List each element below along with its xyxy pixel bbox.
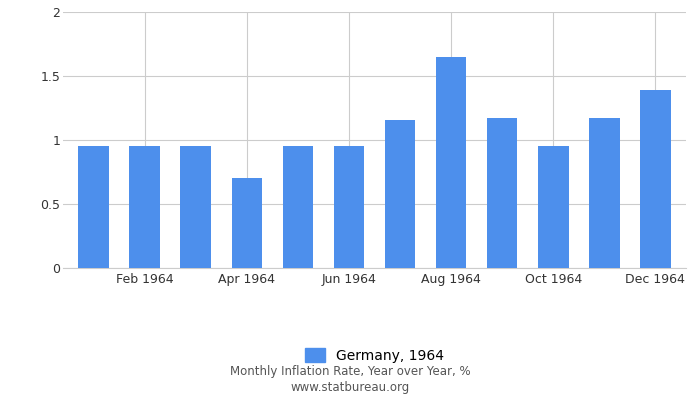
Bar [436, 57, 466, 268]
Bar [232, 178, 262, 268]
Text: Monthly Inflation Rate, Year over Year, %: Monthly Inflation Rate, Year over Year, … [230, 366, 470, 378]
Bar [130, 146, 160, 268]
Bar [640, 90, 671, 268]
Bar [486, 118, 517, 268]
Bar [334, 146, 364, 268]
Bar [283, 146, 313, 268]
Text: www.statbureau.org: www.statbureau.org [290, 382, 410, 394]
Legend: Germany, 1964: Germany, 1964 [299, 343, 450, 368]
Bar [538, 146, 568, 268]
Bar [385, 120, 415, 268]
Bar [589, 118, 620, 268]
Bar [181, 146, 211, 268]
Bar [78, 146, 109, 268]
